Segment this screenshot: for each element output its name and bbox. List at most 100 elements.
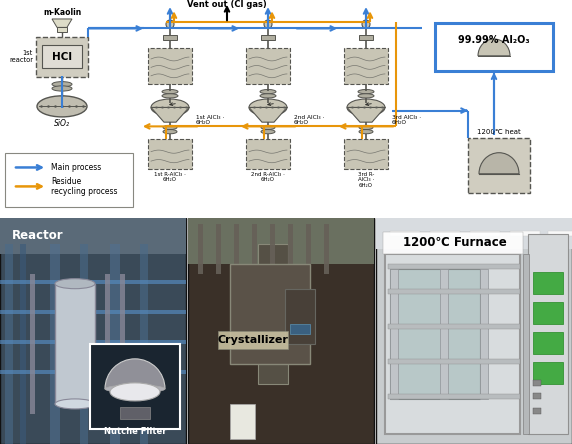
Bar: [383, 232, 523, 254]
Bar: [120, 274, 125, 414]
Bar: [0, 370, 186, 374]
Ellipse shape: [261, 130, 275, 134]
Ellipse shape: [359, 130, 373, 134]
Bar: [163, 35, 177, 40]
Ellipse shape: [358, 94, 374, 98]
Bar: [261, 35, 275, 40]
Bar: [430, 230, 460, 236]
Text: SiO₂: SiO₂: [54, 119, 70, 128]
Text: 1st
reactor: 1st reactor: [9, 50, 33, 63]
Text: Reactor: Reactor: [12, 229, 63, 242]
Bar: [440, 269, 448, 399]
Ellipse shape: [163, 130, 177, 134]
Polygon shape: [249, 107, 287, 122]
Bar: [80, 244, 88, 444]
Bar: [230, 264, 310, 364]
Bar: [390, 269, 398, 399]
Bar: [120, 407, 150, 419]
Polygon shape: [52, 19, 72, 28]
Bar: [270, 224, 275, 274]
Bar: [230, 404, 255, 439]
Ellipse shape: [359, 125, 373, 130]
Bar: [57, 28, 67, 32]
Bar: [435, 23, 553, 71]
Text: 1st AlCl₃ ·
6H₂O: 1st AlCl₃ · 6H₂O: [196, 115, 224, 126]
Text: 1200℃ Furnace: 1200℃ Furnace: [403, 236, 507, 249]
Bar: [258, 244, 288, 384]
Text: 99.99% Al₂O₃: 99.99% Al₂O₃: [458, 35, 530, 45]
Ellipse shape: [347, 99, 385, 116]
Bar: [105, 274, 110, 414]
Text: 3rd AlCl₃ ·
6H₂O: 3rd AlCl₃ · 6H₂O: [392, 115, 421, 126]
Bar: [480, 269, 488, 399]
Bar: [388, 264, 520, 269]
Ellipse shape: [37, 96, 87, 117]
Circle shape: [166, 20, 174, 28]
Bar: [533, 380, 541, 386]
Bar: [0, 310, 186, 314]
Bar: [376, 218, 572, 444]
Bar: [390, 230, 420, 236]
Bar: [388, 324, 520, 329]
Bar: [42, 45, 82, 68]
Bar: [470, 230, 500, 236]
Bar: [218, 331, 288, 349]
Bar: [148, 139, 192, 169]
Bar: [0, 340, 186, 344]
Bar: [548, 230, 572, 236]
Wedge shape: [105, 359, 165, 389]
Bar: [0, 218, 186, 254]
Bar: [385, 254, 520, 434]
Ellipse shape: [110, 383, 160, 401]
Bar: [324, 224, 329, 274]
Bar: [90, 344, 180, 429]
Ellipse shape: [249, 99, 287, 116]
Bar: [5, 153, 133, 207]
Bar: [246, 139, 290, 169]
Bar: [188, 218, 374, 444]
Ellipse shape: [55, 399, 95, 409]
Bar: [110, 244, 120, 444]
Ellipse shape: [358, 90, 374, 94]
Text: 2nd R-AlCl₃ ·
6H₂O: 2nd R-AlCl₃ · 6H₂O: [251, 172, 285, 182]
Text: m-Kaolin: m-Kaolin: [43, 8, 81, 17]
Bar: [376, 218, 572, 249]
Bar: [198, 224, 203, 274]
Bar: [0, 280, 186, 284]
Ellipse shape: [260, 94, 276, 98]
Bar: [50, 244, 60, 444]
Bar: [388, 289, 520, 294]
Bar: [359, 35, 373, 40]
Bar: [533, 393, 541, 399]
Bar: [188, 218, 374, 264]
Circle shape: [362, 20, 370, 28]
Ellipse shape: [261, 125, 275, 130]
Bar: [5, 244, 13, 444]
Bar: [30, 274, 35, 414]
Text: Nutche Filter: Nutche Filter: [104, 427, 166, 436]
Bar: [344, 139, 388, 169]
Polygon shape: [151, 107, 189, 122]
Ellipse shape: [55, 279, 95, 289]
Bar: [388, 359, 520, 364]
Bar: [148, 48, 192, 84]
Bar: [528, 234, 568, 434]
Text: 2nd AlCl₃ ·
6H₂O: 2nd AlCl₃ · 6H₂O: [294, 115, 324, 126]
Bar: [0, 218, 186, 444]
Polygon shape: [347, 107, 385, 122]
Text: 3rd R-
AlCl₃ ·
6H₂O: 3rd R- AlCl₃ · 6H₂O: [358, 172, 374, 188]
Bar: [510, 230, 540, 236]
Bar: [533, 302, 563, 324]
Text: Vent out (Cl gas): Vent out (Cl gas): [187, 0, 267, 9]
Bar: [533, 272, 563, 294]
Text: 1200℃ heat: 1200℃ heat: [477, 129, 521, 135]
Ellipse shape: [163, 125, 177, 130]
Bar: [246, 48, 290, 84]
Bar: [288, 224, 293, 274]
Bar: [20, 244, 26, 444]
Text: Crystallizer: Crystallizer: [217, 335, 288, 345]
Wedge shape: [479, 153, 519, 174]
Text: 1st R-AlCl₃ ·
6H₂O: 1st R-AlCl₃ · 6H₂O: [154, 172, 186, 182]
Ellipse shape: [151, 99, 189, 116]
Wedge shape: [478, 39, 510, 56]
